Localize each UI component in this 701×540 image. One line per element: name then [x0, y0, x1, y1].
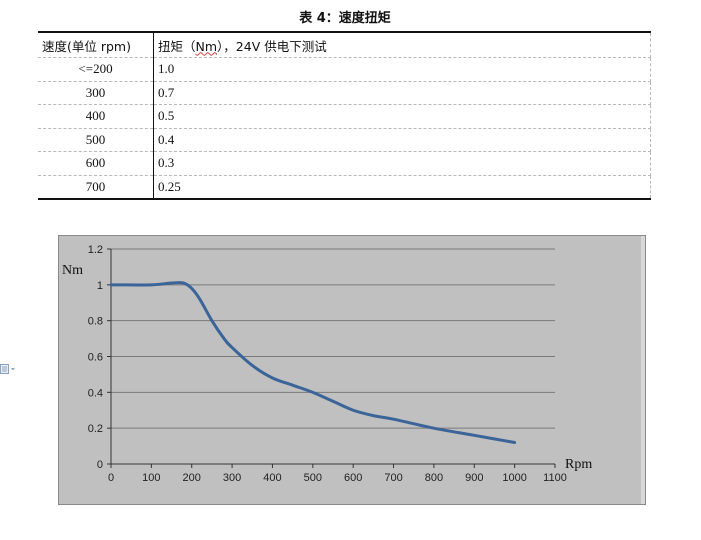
speed-cell: 500	[38, 128, 154, 152]
table-header-row: 速度(单位 rpm) 扭矩（Nm），24V 供电下测试	[38, 31, 651, 58]
x-tick-label: 900	[465, 472, 483, 484]
table-row: 400 0.5	[38, 104, 651, 129]
speed-cell: 700	[38, 175, 154, 200]
header-torque: 扭矩（Nm），24V 供电下测试	[153, 31, 651, 58]
torque-cell: 0.7	[153, 81, 651, 105]
torque-cell: 0.5	[153, 104, 651, 129]
speed-torque-chart: 0 0.2 0.4 0.6 0.8 1 1.2 0 100 200 300 400 500 600 700 8…	[58, 235, 646, 505]
y-tick-label: 0.8	[88, 316, 103, 328]
y-tick-label: 0.4	[88, 387, 103, 399]
table-caption: 表 4：速度扭矩	[299, 11, 391, 26]
series-line	[109, 281, 517, 444]
y-tick-label: 1.2	[88, 244, 103, 256]
speed-cell: 300	[38, 81, 154, 105]
x-tick-label: 0	[108, 472, 114, 484]
y-tick-label: 1	[97, 280, 103, 292]
x-tick-label: 100	[142, 472, 160, 484]
speed-cell: 400	[38, 104, 154, 129]
table-row: 500 0.4	[38, 128, 651, 152]
torque-cell: 1.0	[153, 57, 651, 82]
x-tick-label: 200	[183, 472, 201, 484]
chart-right-edge	[641, 236, 645, 504]
x-tick-label: 300	[223, 472, 241, 484]
document-icon[interactable]	[0, 363, 16, 375]
header-torque-unit: Nm	[195, 38, 218, 54]
y-tick-label: 0	[97, 459, 103, 471]
y-tick-label: 0.6	[88, 352, 103, 364]
x-tick-label: 800	[425, 472, 443, 484]
header-speed: 速度(单位 rpm)	[38, 31, 154, 58]
x-axis-label: Rpm	[565, 457, 592, 472]
speed-torque-table: 速度(单位 rpm) 扭矩（Nm），24V 供电下测试 <=200 1.0 30…	[38, 31, 651, 200]
x-tick-label: 1100	[543, 472, 567, 484]
x-tick-label: 500	[304, 472, 322, 484]
y-tick-label: 0.2	[88, 423, 103, 435]
torque-cell: 0.4	[153, 128, 651, 152]
chart-svg: 0 0.2 0.4 0.6 0.8 1 1.2 0 100 200 300 400 500 600 700 8…	[58, 235, 646, 505]
x-tick-label: 1000	[502, 472, 526, 484]
y-axis-label: Nm	[62, 263, 83, 278]
table-row: <=200 1.0	[38, 57, 651, 82]
chart-background	[58, 235, 646, 505]
table-row: 700 0.25	[38, 175, 651, 200]
speed-cell: <=200	[38, 57, 154, 82]
x-tick-label: 700	[384, 472, 402, 484]
torque-cell: 0.3	[153, 151, 651, 176]
header-torque-prefix: 扭矩（	[158, 38, 196, 54]
speed-cell: 600	[38, 151, 154, 176]
x-tick-label: 400	[263, 472, 281, 484]
x-tick-label: 600	[344, 472, 362, 484]
table-row: 600 0.3	[38, 151, 651, 176]
header-torque-suffix: ），24V 供电下测试	[217, 38, 327, 54]
torque-cell: 0.25	[153, 175, 651, 200]
table-row: 300 0.7	[38, 81, 651, 105]
